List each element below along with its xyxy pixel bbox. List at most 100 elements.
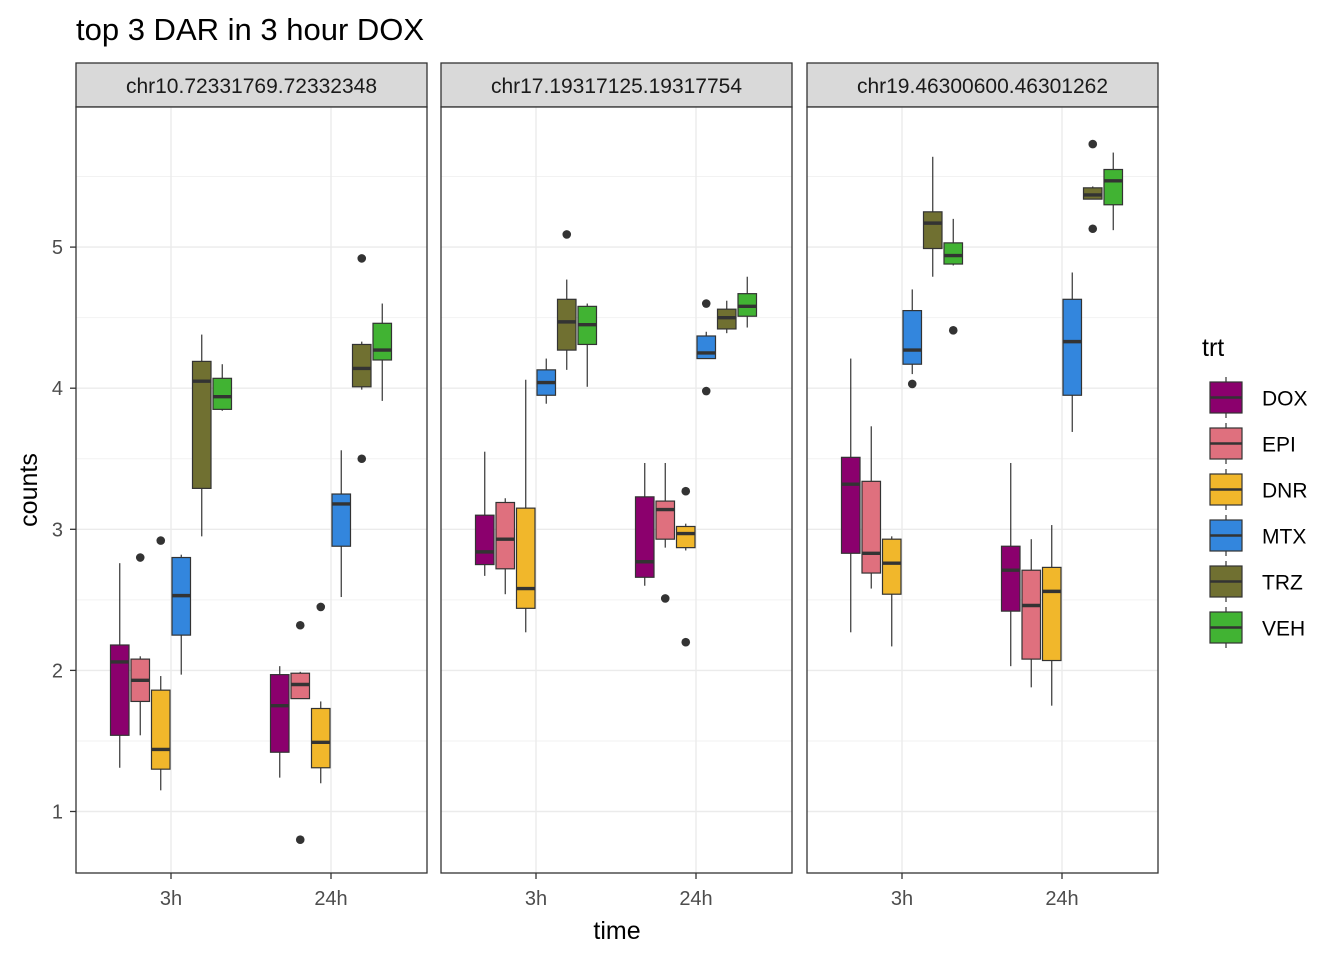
- outlier-point: [357, 254, 367, 263]
- box-body: [1103, 168, 1124, 206]
- facet-strip: [75, 62, 428, 108]
- box-trz-24h: [1082, 139, 1103, 234]
- box-body: [1041, 566, 1062, 662]
- box-body: [310, 707, 331, 769]
- box-body: [881, 538, 902, 595]
- y-tick-label: 3: [52, 519, 63, 541]
- x-tick-label: 24h: [679, 888, 712, 910]
- y-axis-title: counts: [15, 453, 43, 527]
- box-dox-3h: [840, 358, 861, 633]
- box-body: [269, 674, 290, 753]
- outlier-point: [357, 454, 367, 464]
- legend-label: MTX: [1262, 526, 1306, 549]
- panel-border: [806, 106, 1159, 874]
- facet-strip-label: chr10.72331769.72332348: [126, 75, 377, 98]
- box-epi-3h: [130, 553, 151, 736]
- box-trz-3h: [556, 230, 577, 370]
- outlier-point: [907, 379, 917, 389]
- outlier-point: [681, 486, 691, 496]
- outlier-point: [701, 386, 711, 396]
- outlier-point: [681, 637, 691, 647]
- legend-entry-trz: TRZ: [1209, 561, 1303, 602]
- legend-label: DNR: [1262, 480, 1308, 503]
- box-body: [331, 493, 352, 547]
- legend: trt DOX EPI DNR MTX TRZ VEH: [1202, 334, 1308, 648]
- box-body: [212, 377, 233, 410]
- box-veh-24h: [1103, 152, 1124, 231]
- x-axis-title: time: [593, 917, 640, 945]
- box-mtx-3h: [902, 289, 923, 389]
- box-body: [1000, 545, 1021, 612]
- x-tick-label: 24h: [314, 888, 347, 910]
- box-body: [675, 525, 696, 549]
- box-body: [515, 507, 536, 609]
- box-body: [634, 496, 655, 578]
- box-trz-24h: [351, 254, 372, 464]
- facet-panel-2: chr17.19317125.19317754 3h 24h: [440, 62, 793, 910]
- outlier-point: [316, 602, 326, 612]
- box-mtx-3h: [536, 358, 557, 404]
- outlier-point: [562, 230, 572, 239]
- box-trz-3h: [191, 334, 212, 537]
- outlier-point: [1088, 224, 1098, 234]
- box-body: [474, 514, 495, 566]
- box-dox-3h: [109, 563, 130, 768]
- box-body: [696, 335, 717, 360]
- legend-entry-dox: DOX: [1209, 377, 1308, 418]
- outlier-point: [701, 299, 711, 308]
- box-dnr-3h: [515, 379, 536, 633]
- box-mtx-24h: [331, 450, 352, 598]
- box-veh-24h: [737, 276, 758, 328]
- x-tick-label: 3h: [891, 888, 913, 910]
- panel-border: [440, 106, 793, 874]
- legend-entry-mtx: MTX: [1209, 515, 1306, 556]
- box-body: [922, 211, 943, 250]
- box-body: [495, 501, 516, 570]
- y-axis: 1 2 3 4 5: [52, 237, 76, 824]
- legend-title: trt: [1202, 334, 1224, 362]
- box-epi-24h: [1021, 539, 1042, 688]
- plot-background: [76, 107, 427, 873]
- panel-border: [75, 106, 428, 874]
- y-tick-label: 2: [52, 660, 63, 682]
- chart-title: top 3 DAR in 3 hour DOX: [76, 12, 424, 47]
- box-veh-3h: [577, 303, 598, 387]
- box-body: [191, 360, 212, 489]
- outlier-point: [295, 835, 305, 845]
- legend-label: EPI: [1262, 434, 1296, 457]
- box-body: [1021, 569, 1042, 660]
- box-trz-24h: [716, 300, 737, 334]
- outlier-point: [156, 536, 166, 545]
- x-tick-label: 24h: [1045, 888, 1078, 910]
- box-epi-24h: [290, 620, 311, 845]
- box-epi-3h: [861, 426, 882, 589]
- box-epi-3h: [495, 498, 516, 595]
- box-body: [1062, 298, 1083, 396]
- outlier-point: [135, 553, 145, 562]
- legend-label: VEH: [1262, 618, 1305, 641]
- box-body: [556, 298, 577, 351]
- legend-label: DOX: [1262, 388, 1308, 411]
- box-veh-3h: [212, 364, 233, 411]
- box-body: [351, 343, 372, 388]
- facet-strip-label: chr17.19317125.19317754: [491, 75, 742, 98]
- y-tick-label: 5: [52, 237, 63, 259]
- box-body: [655, 500, 676, 540]
- plot-background: [441, 107, 792, 873]
- box-dnr-24h: [675, 486, 696, 647]
- facet-panel-1: chr10.72331769.72332348 3h 24h: [75, 62, 428, 910]
- box-dox-24h: [634, 462, 655, 586]
- box-body: [372, 322, 393, 361]
- box-veh-3h: [943, 218, 964, 335]
- box-body: [109, 644, 130, 736]
- box-mtx-24h: [696, 299, 717, 396]
- box-dox-24h: [1000, 462, 1021, 667]
- facet-strip-label: chr19.46300600.46301262: [857, 75, 1108, 98]
- box-mtx-3h: [171, 554, 192, 675]
- box-body: [902, 309, 923, 365]
- box-epi-24h: [655, 462, 676, 603]
- box-body: [861, 480, 882, 574]
- legend-label: TRZ: [1262, 572, 1303, 595]
